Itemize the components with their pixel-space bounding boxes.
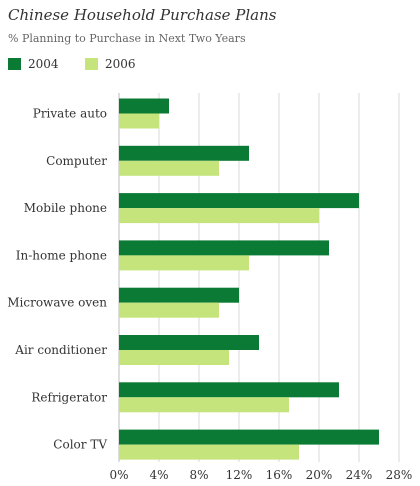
x-tick-label: 16%	[266, 468, 293, 482]
category-label: Refrigerator	[31, 390, 107, 404]
category-label: In-home phone	[16, 248, 107, 262]
bar-2006-6	[119, 397, 289, 413]
bar-2004-6	[119, 382, 339, 398]
category-label: Air conditioner	[14, 343, 107, 357]
bar-2006-2	[119, 208, 319, 224]
bar-2006-7	[119, 444, 299, 460]
bars	[119, 98, 379, 460]
x-tick-label: 0%	[109, 468, 128, 482]
category-label: Computer	[46, 154, 107, 168]
bar-2004-1	[119, 145, 249, 161]
category-label: Color TV	[53, 438, 107, 452]
x-tick-label: 20%	[306, 468, 333, 482]
bar-2004-4	[119, 287, 239, 303]
bar-2004-2	[119, 193, 359, 209]
bar-2004-0	[119, 98, 169, 114]
x-tick-label: 8%	[189, 468, 208, 482]
bar-2006-0	[119, 113, 159, 129]
bar-2006-4	[119, 302, 219, 318]
category-labels: Private auto Computer Mobile phone In-home …	[7, 107, 107, 452]
x-tick-label: 24%	[346, 468, 373, 482]
bar-2004-3	[119, 240, 329, 256]
x-tick-label: 28%	[386, 468, 413, 482]
bar-2006-5	[119, 350, 229, 365]
chart-title: Chinese Household Purchase Plans	[8, 6, 277, 24]
bar-2004-5	[119, 335, 259, 350]
x-axis-ticks: 0% 4% 8% 12% 16% 20% 24% 28%	[109, 468, 412, 482]
x-tick-label: 4%	[149, 468, 168, 482]
legend: 2004 2006	[8, 57, 136, 71]
category-label: Private auto	[33, 107, 107, 121]
legend-swatch-2006	[85, 58, 98, 70]
legend-label-2006: 2006	[105, 57, 136, 71]
category-label: Mobile phone	[24, 201, 107, 215]
x-tick-label: 12%	[226, 468, 253, 482]
legend-swatch-2004	[8, 58, 21, 70]
bar-2006-3	[119, 255, 249, 271]
chart-subtitle: % Planning to Purchase in Next Two Years	[8, 32, 246, 45]
legend-label-2004: 2004	[28, 57, 59, 71]
category-label: Microwave oven	[7, 296, 107, 310]
bar-2004-7	[119, 429, 379, 445]
bar-2006-1	[119, 160, 219, 176]
